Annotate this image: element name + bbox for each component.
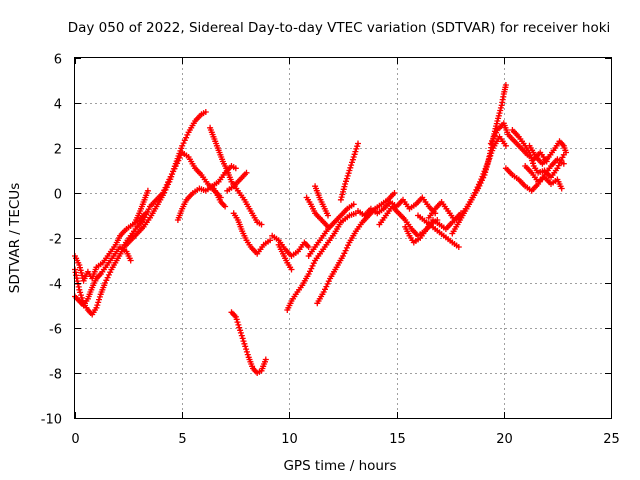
series-markers [132,187,151,226]
y-tick-label: 2 [54,143,62,158]
y-tick-label: -2 [49,233,62,248]
series-track-13 [269,232,312,259]
plot-frame [74,57,612,419]
chart-title: Day 050 of 2022, Sidereal Day-to-day VTE… [68,20,611,36]
series-markers [522,163,565,192]
series-markers [269,232,312,259]
y-tick-label: -4 [49,278,62,293]
y-tick-label: -8 [49,368,62,383]
series-markers [230,210,274,257]
series-markers [487,120,550,165]
series-track-20 [337,140,361,203]
series-track-11 [230,210,274,257]
series-track-10 [224,169,250,194]
series-markers [425,199,464,223]
data-series [72,82,569,376]
series-track-09 [209,183,229,210]
series-track-29 [509,127,567,181]
series-track-14 [275,241,295,273]
series-markers [526,138,569,167]
series-markers [209,183,229,210]
series-markers [97,244,134,277]
x-tick-label: 25 [603,432,620,447]
grid-lines [75,58,611,418]
series-markers [509,127,567,181]
y-axis-label: SDTVAR / TECUs [7,183,23,293]
series-track-15 [284,210,359,313]
series-markers [275,241,295,273]
x-tick-label: 15 [389,432,406,447]
axis-ticks: 0 5 10 15 20 25 -10 -8 -6 -4 -2 0 2 4 6 [41,53,620,448]
series-markers [224,169,250,194]
x-tick-label: 10 [281,432,298,447]
series-markers [312,183,331,219]
series-track-17 [312,183,331,219]
y-tick-label: 6 [54,53,62,68]
series-markers [174,163,239,223]
x-tick-label: 0 [71,432,79,447]
series-track-06 [132,187,151,226]
x-axis-label: GPS time / hours [283,458,396,474]
y-tick-label: -6 [49,323,62,338]
x-tick-label: 20 [496,432,513,447]
series-track-18 [303,194,331,230]
series-track-08 [207,124,265,228]
series-track-31 [522,163,565,192]
series-track-04 [97,244,134,277]
y-tick-label: 0 [54,188,62,203]
series-track-01 [72,210,149,284]
y-tick-label: -10 [41,413,62,428]
series-track-12 [228,309,269,376]
series-track-21 [355,194,439,219]
series-track-25 [425,199,464,223]
x-tick-label: 5 [178,432,186,447]
series-line [209,126,263,226]
series-markers [284,210,359,313]
series-markers [355,194,439,219]
series-track-24 [415,212,462,250]
series-track-16 [305,201,357,259]
series-markers [228,309,269,376]
series-markers [303,194,331,230]
series-markers [207,124,265,228]
series-markers [415,212,462,250]
series-track-30 [526,138,569,167]
series-markers [337,140,361,203]
y-tick-label: 4 [54,98,62,113]
